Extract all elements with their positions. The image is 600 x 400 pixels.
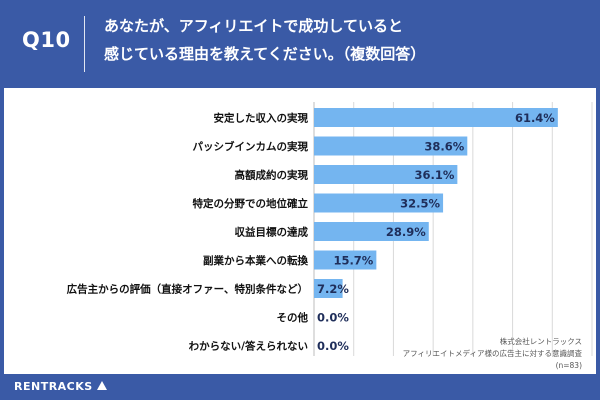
question-header: Q10 あなたが、アフィリエイトで成功していると 感じている理由を教えてください…: [0, 0, 600, 88]
bar: [314, 108, 558, 127]
category-label: その他: [277, 311, 309, 324]
value-label: 15.7%: [333, 254, 373, 268]
value-label: 61.4%: [515, 111, 555, 125]
source-company: 株式会社レントラックス: [499, 337, 582, 346]
chart-panel: 安定した収入の実現 61.4% パッシブインカムの実現 38.6% 高額成約の実現 36.…: [4, 88, 596, 374]
bar: [314, 250, 377, 270]
value-label: 0.0%: [317, 339, 349, 353]
category-label: 安定した収入の実現: [214, 112, 309, 125]
value-label: 32.5%: [400, 197, 440, 211]
category-label: 副業から本業への転換: [203, 254, 308, 267]
value-label: 38.6%: [424, 140, 464, 154]
category-label: わからない/答えられない: [189, 340, 308, 353]
value-label: 7.2%: [317, 282, 349, 296]
question-line-2: 感じている理由を教えてください。（複数回答）: [104, 45, 426, 63]
value-label: 0.0%: [317, 311, 349, 325]
question-number: Q10: [22, 28, 71, 52]
footer-bar: RENTRACKS: [0, 374, 600, 400]
category-label: 高額成約の実現: [235, 169, 309, 182]
logo-mark-icon: [96, 381, 107, 390]
category-label: 特定の分野での地位確立: [193, 197, 309, 210]
bar: [314, 136, 468, 156]
source-survey: アフィリエイトメディア様の広告主に対する意識調査: [402, 349, 582, 358]
value-label: 28.9%: [386, 225, 426, 239]
bar: [314, 222, 429, 241]
source-note: 株式会社レントラックス アフィリエイトメディア様の広告主に対する意識調査 (n=…: [403, 336, 582, 372]
rentracks-logo: RENTRACKS: [14, 380, 107, 393]
question-text: あなたが、アフィリエイトで成功していると 感じている理由を教えてください。（複数…: [104, 12, 574, 68]
bar: [314, 279, 343, 298]
category-label: パッシブインカムの実現: [193, 140, 309, 153]
category-label: 収益目標の達成: [235, 226, 309, 239]
bar: [314, 193, 444, 213]
header-divider: [84, 16, 85, 72]
question-line-1: あなたが、アフィリエイトで成功していると: [104, 17, 403, 35]
source-sample-size: (n=83): [555, 361, 582, 370]
value-label: 36.1%: [414, 168, 454, 182]
logo-text: RENTRACKS: [14, 380, 93, 393]
category-label: 広告主からの評価（直接オファー、特別条件など）: [67, 283, 308, 296]
bar-chart: 安定した収入の実現 61.4% パッシブインカムの実現 38.6% 高額成約の実現 36.…: [67, 102, 593, 356]
bar: [314, 165, 458, 184]
